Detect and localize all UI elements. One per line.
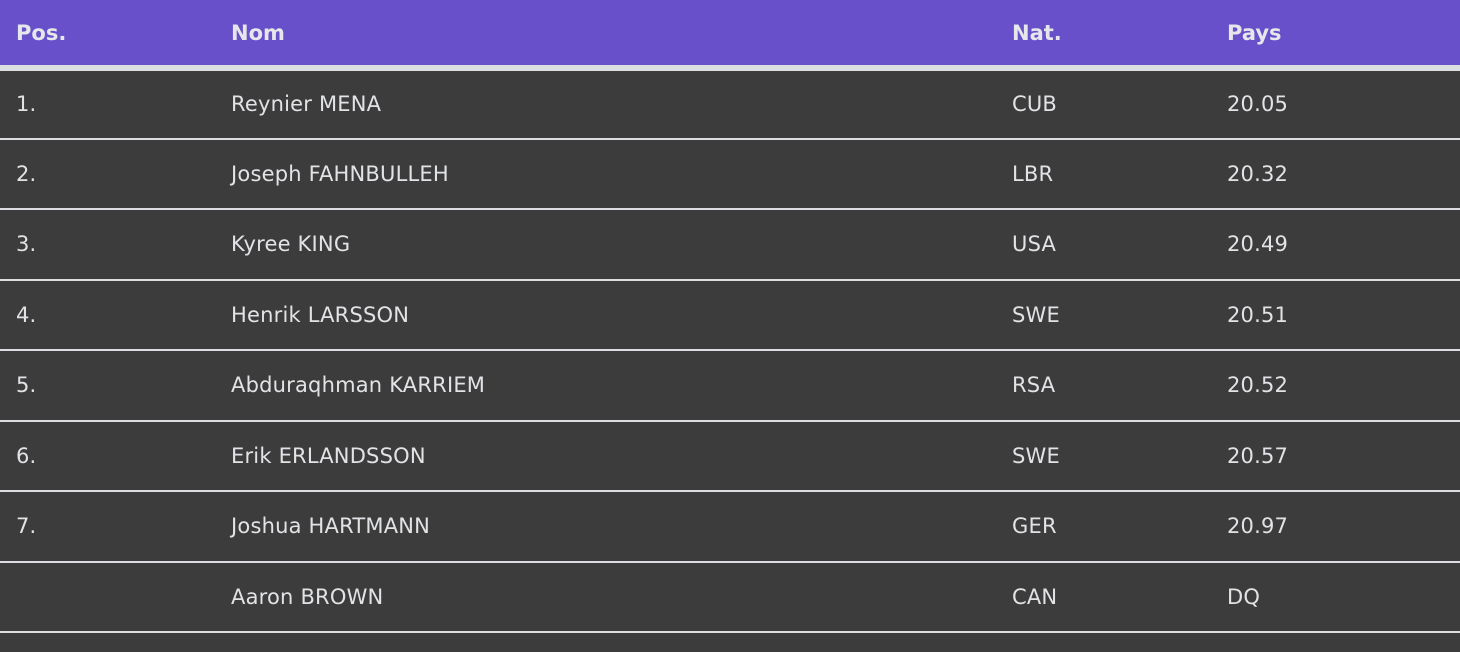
cell-result: 20.97 [1227,514,1289,539]
cell-nat: USA [1012,232,1057,257]
header-pos: Pos. [16,20,67,45]
cell-name: Henrik LARSSON [231,302,410,327]
header-row: Pos. Nom Nat. Pays [0,0,1460,68]
cell-nat: LBR [1012,161,1054,186]
cell-nat: GER [1012,514,1057,539]
cell-pos: 3. [16,232,37,257]
cell-result: 20.52 [1227,373,1289,398]
results-table: Pos. Nom Nat. Pays 1. Reynier MENA CUB 20.0… [0,0,1460,632]
cell-nat: CUB [1012,92,1058,117]
table-row: 2. Joseph FAHNBULLEH LBR 20.32 [0,139,1460,209]
cell-nat: RSA [1012,373,1056,398]
cell-name: Kyree KING [231,232,351,257]
cell-result: 20.05 [1227,92,1289,117]
header-nat: Nat. [1012,20,1062,45]
cell-pos: 4. [16,302,37,327]
cell-pos: 7. [16,514,37,539]
cell-result: DQ [1227,584,1261,609]
table-row: 1. Reynier MENA CUB 20.05 [0,68,1460,139]
cell-name: Abduraqhman KARRIEM [231,373,486,398]
cell-result: 20.57 [1227,443,1289,468]
cell-name: Reynier MENA [231,92,382,117]
table-body: 1. Reynier MENA CUB 20.05 2. Joseph FAHNBULLE… [0,68,1460,632]
table-row: 3. Kyree KING USA 20.49 [0,209,1460,280]
cell-result: 20.51 [1227,302,1289,327]
cell-pos: 5. [16,373,37,398]
cell-pos: 6. [16,443,37,468]
cell-pos [0,562,215,633]
header-name: Nom [231,20,285,45]
table-row: Aaron BROWN CAN DQ [0,562,1460,633]
table-row: 7. Joshua HARTMANN GER 20.97 [0,491,1460,562]
cell-pos: 2. [16,161,37,186]
table-row: 4. Henrik LARSSON SWE 20.51 [0,280,1460,350]
table-row: 6. Erik ERLANDSSON SWE 20.57 [0,421,1460,491]
cell-name: Joseph FAHNBULLEH [231,161,449,186]
cell-name: Aaron BROWN [231,584,384,609]
cell-nat: CAN [1012,584,1058,609]
table-header: Pos. Nom Nat. Pays [0,0,1460,68]
cell-nat: SWE [1012,443,1060,468]
cell-result: 20.49 [1227,232,1289,257]
cell-pos: 1. [16,92,37,117]
header-result: Pays [1227,20,1282,45]
cell-name: Joshua HARTMANN [231,514,431,539]
cell-name: Erik ERLANDSSON [231,443,426,468]
cell-nat: SWE [1012,302,1060,327]
cell-result: 20.32 [1227,161,1289,186]
table-row: 5. Abduraqhman KARRIEM RSA 20.52 [0,350,1460,421]
